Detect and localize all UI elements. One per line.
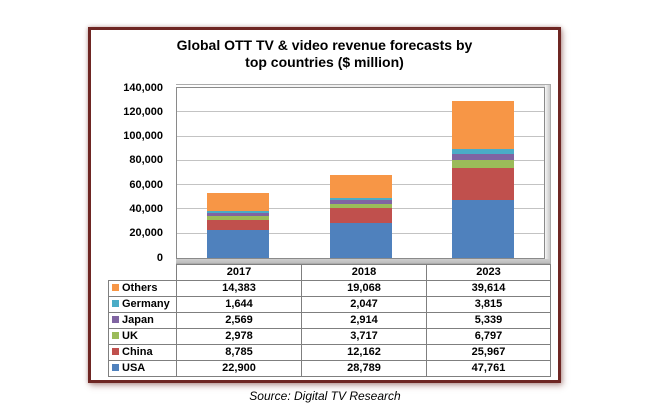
year-header-2018: 2018 [301, 264, 427, 281]
legend-label: USA [122, 362, 146, 374]
chart-title-line-2: top countries ($ million) [245, 54, 404, 70]
table-row-germany: Germany 1,644 2,047 3,815 [108, 296, 551, 313]
bar-segment-others-2023 [451, 101, 514, 150]
bar-segment-usa-2017 [207, 230, 270, 258]
bar-segment-uk-2018 [329, 203, 392, 209]
bar-segment-uk-2017 [207, 215, 270, 220]
plot-area [176, 87, 545, 259]
value-cell-others-2018: 19,068 [301, 280, 427, 297]
table-row-japan: Japan 2,569 2,914 5,339 [108, 312, 551, 329]
table-row-usa: USA 22,900 28,789 47,761 [108, 360, 551, 377]
y-axis-label-60,000: 60,000 [129, 178, 163, 191]
plot-frame [176, 84, 551, 264]
legend-cell-japan: Japan [108, 312, 177, 329]
legend-key-icon [112, 364, 119, 371]
y-axis-label-120,000: 120,000 [123, 105, 163, 118]
legend-label: UK [122, 330, 138, 342]
table-corner-cell [109, 265, 177, 281]
y-axis-label-140,000: 140,000 [123, 81, 163, 94]
value-cell-japan-2023: 5,339 [426, 312, 551, 329]
y-axis-label-0: 0 [156, 251, 163, 264]
stacked-bar-2018 [329, 174, 392, 258]
legend-label: Germany [122, 298, 170, 310]
value-cell-germany-2018: 2,047 [301, 296, 427, 313]
year-header-2017: 2017 [176, 264, 302, 281]
bar-segment-japan-2017 [207, 212, 270, 216]
chart-title: Global OTT TV & video revenue forecasts … [91, 37, 558, 71]
value-cell-uk-2017: 2,978 [176, 328, 302, 345]
bar-segment-others-2017 [207, 193, 270, 211]
bar-segment-others-2018 [329, 174, 392, 198]
bar-segment-china-2017 [207, 219, 270, 231]
legend-key-icon [112, 332, 119, 339]
legend-cell-uk: UK [108, 328, 177, 345]
value-cell-japan-2017: 2,569 [176, 312, 302, 329]
value-cell-germany-2023: 3,815 [426, 296, 551, 313]
table-row-others: Others 14,383 19,068 39,614 [108, 280, 551, 297]
source-caption: Source: Digital TV Research [249, 389, 401, 403]
bar-segment-japan-2018 [329, 200, 392, 204]
value-cell-uk-2023: 6,797 [426, 328, 551, 345]
y-axis: 0 20,000 40,000 60,000 80,000 100,000 120,000 1… [91, 82, 165, 264]
stacked-bar-2023 [451, 101, 514, 258]
table-row-china: China 8,785 12,162 25,967 [108, 344, 551, 361]
stacked-bar-2017 [207, 193, 270, 258]
gridline-80000 [177, 159, 544, 161]
value-cell-usa-2023: 47,761 [426, 360, 551, 377]
bar-segment-usa-2023 [451, 200, 514, 258]
data-table: 2017 2018 2023 Others 14,383 19,068 39,614 Germ… [108, 264, 551, 377]
legend-cell-germany: Germany [108, 296, 177, 313]
bar-segment-japan-2023 [451, 153, 514, 161]
plot-floor-strip [176, 259, 550, 263]
bar-segment-germany-2023 [451, 149, 514, 154]
legend-key-icon [112, 348, 119, 355]
value-cell-others-2017: 14,383 [176, 280, 302, 297]
value-cell-china-2018: 12,162 [301, 344, 427, 361]
gridline-120000 [177, 111, 544, 113]
bar-segment-germany-2017 [207, 210, 270, 213]
y-axis-label-80,000: 80,000 [129, 154, 163, 167]
chart-title-line-1: Global OTT TV & video revenue forecasts … [176, 37, 473, 53]
legend-label: Others [122, 282, 158, 294]
bar-segment-usa-2018 [329, 223, 392, 258]
value-cell-usa-2017: 22,900 [176, 360, 302, 377]
value-cell-china-2017: 8,785 [176, 344, 302, 361]
value-cell-others-2023: 39,614 [426, 280, 551, 297]
legend-key-icon [112, 284, 119, 291]
legend-cell-usa: USA [108, 360, 177, 377]
y-axis-label-100,000: 100,000 [123, 130, 163, 143]
value-cell-japan-2018: 2,914 [301, 312, 427, 329]
legend-key-icon [112, 316, 119, 323]
y-axis-label-40,000: 40,000 [129, 202, 163, 215]
y-axis-label-20,000: 20,000 [129, 227, 163, 240]
bar-segment-uk-2023 [451, 160, 514, 169]
bar-segment-china-2023 [451, 168, 514, 201]
chart-box: Global OTT TV & video revenue forecasts … [88, 27, 561, 383]
value-cell-usa-2018: 28,789 [301, 360, 427, 377]
bar-segment-china-2018 [329, 208, 392, 224]
table-row-uk: UK 2,978 3,717 6,797 [108, 328, 551, 345]
bar-segment-germany-2018 [329, 197, 392, 201]
legend-cell-china: China [108, 344, 177, 361]
plot-bevel-edge [545, 85, 550, 259]
legend-cell-others: Others [108, 280, 177, 297]
legend-key-icon [112, 300, 119, 307]
gridline-100000 [177, 135, 544, 137]
year-header-2023: 2023 [426, 264, 551, 281]
legend-label: Japan [122, 314, 154, 326]
legend-label: China [122, 346, 153, 358]
value-cell-germany-2017: 1,644 [176, 296, 302, 313]
value-cell-china-2023: 25,967 [426, 344, 551, 361]
value-cell-uk-2018: 3,717 [301, 328, 427, 345]
